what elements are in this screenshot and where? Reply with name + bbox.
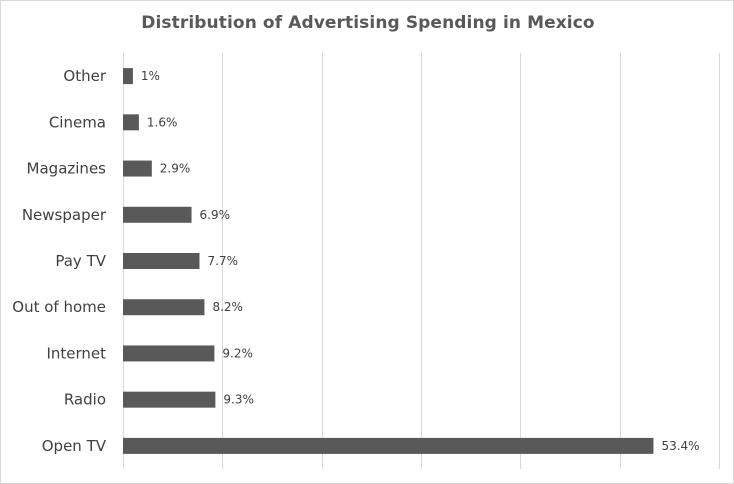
data-label: 2.9% (160, 162, 191, 176)
category-label: Magazines (27, 160, 107, 178)
bar-internet (123, 345, 215, 362)
data-label: 1% (141, 69, 160, 83)
bars (123, 68, 654, 454)
bar-other (123, 68, 133, 85)
category-label: Other (63, 67, 106, 85)
category-label: Cinema (49, 113, 106, 131)
category-labels: Other Cinema Magazines Newspaper Pay TV Out o… (12, 67, 107, 455)
category-label: Out of home (12, 298, 106, 316)
category-label: Internet (46, 344, 106, 362)
bar-radio (123, 391, 216, 408)
bar-cinema (123, 114, 139, 131)
data-label: 9.3% (223, 393, 254, 407)
data-label: 7.7% (207, 254, 238, 268)
data-label: 53.4% (661, 439, 699, 453)
bar-out-of-home (123, 299, 205, 316)
data-label: 8.2% (212, 300, 243, 314)
category-label: Newspaper (22, 206, 107, 224)
data-label: 6.9% (200, 208, 231, 222)
category-label: Pay TV (55, 252, 106, 270)
bar-open-tv (123, 437, 654, 454)
category-label: Radio (64, 391, 106, 409)
value-labels: 1% 1.6% 2.9% 6.9% 7.7% 8.2% 9.2% 9.3% 53.4% (141, 69, 700, 453)
data-label: 1.6% (147, 115, 178, 129)
category-label: Open TV (42, 437, 107, 455)
bar-pay-tv (123, 253, 200, 269)
bar-magazines (123, 160, 152, 177)
bar-newspaper (123, 206, 192, 223)
chart-title: Distribution of Advertising Spending in … (141, 13, 595, 33)
data-label: 9.2% (222, 346, 253, 360)
